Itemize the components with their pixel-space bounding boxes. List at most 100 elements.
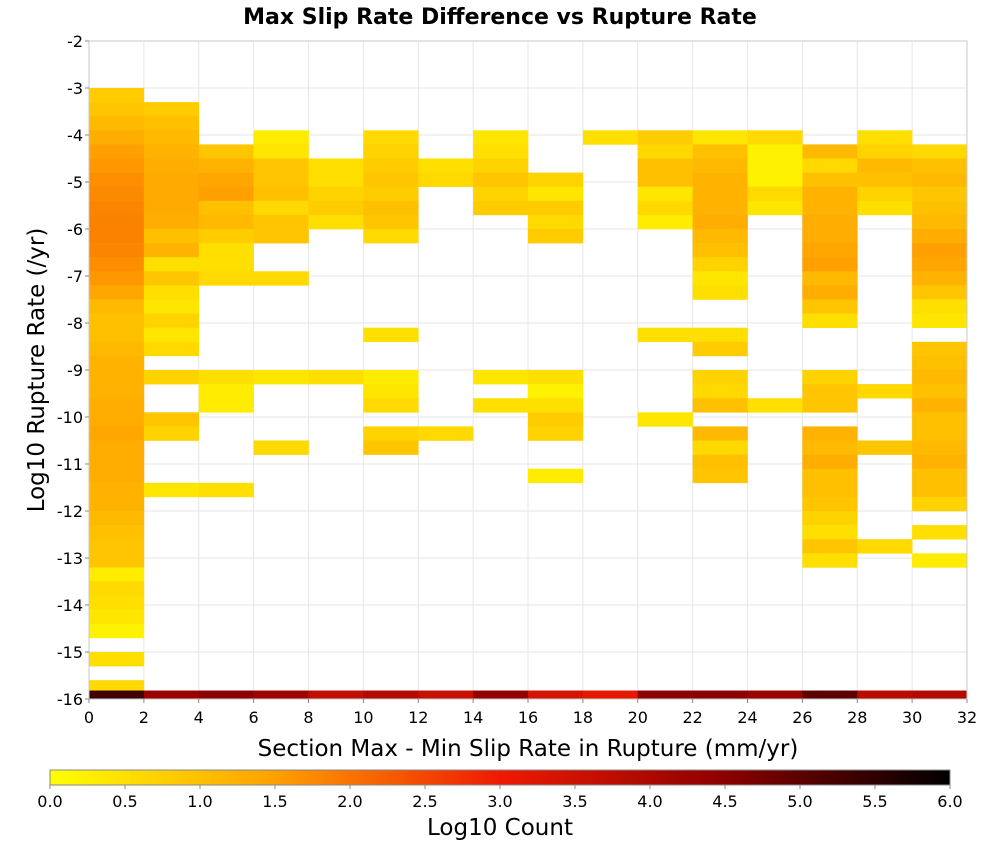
heatmap-cell (253, 271, 309, 286)
heatmap-cell (198, 370, 254, 385)
heatmap-cell (89, 285, 145, 300)
heatmap-cell (802, 482, 858, 498)
heatmap-cell (912, 243, 968, 258)
heatmap-cell (198, 271, 254, 286)
heatmap-cell (143, 200, 200, 216)
heatmap-cell (692, 229, 748, 244)
x-tick-label: 18 (573, 708, 593, 727)
heatmap-cell (912, 214, 968, 230)
heatmap-cell (89, 623, 145, 639)
heatmap-cell (89, 553, 145, 568)
heatmap-cell-bottom-row (473, 690, 529, 699)
heatmap-cell (857, 186, 913, 202)
heatmap-cell (363, 130, 419, 145)
heatmap-cell (802, 271, 858, 286)
heatmap-cell-bottom-row (582, 690, 639, 699)
heatmap-cell (363, 370, 419, 385)
heatmap-cell (198, 243, 254, 258)
heatmap-cell-bottom-row (912, 690, 968, 699)
heatmap-cell (802, 144, 858, 159)
heatmap-cell (143, 341, 200, 357)
heatmap-cell (857, 384, 913, 399)
heatmap-cell (143, 327, 200, 343)
x-tick-label: 8 (303, 708, 313, 727)
heatmap-cell (363, 398, 419, 413)
heatmap-cell (912, 370, 968, 385)
x-tick-label: 26 (792, 708, 812, 727)
heatmap-cell (692, 243, 748, 258)
heatmap-cell (143, 214, 200, 230)
heatmap-cell (692, 158, 748, 173)
heatmap-cell-bottom-row (857, 690, 913, 699)
heatmap-cell (253, 214, 309, 230)
heatmap-cell (89, 243, 145, 258)
y-tick-label: -11 (57, 455, 83, 474)
heatmap-cell (418, 158, 474, 173)
heatmap-cell (692, 200, 748, 216)
heatmap-cell (692, 440, 748, 455)
heatmap-cell (143, 482, 200, 498)
heatmap-cell (528, 172, 584, 187)
heatmap-cell (89, 257, 145, 272)
heatmap-cell (198, 229, 254, 244)
x-tick-label: 6 (249, 708, 259, 727)
heatmap-cell (89, 144, 145, 159)
heatmap-cell (747, 398, 803, 413)
heatmap-cell-bottom-row (802, 690, 858, 699)
heatmap-cell (637, 186, 693, 202)
heatmap-cell (802, 172, 858, 187)
heatmap-cell (308, 214, 364, 230)
heatmap-cell (912, 398, 968, 413)
heatmap-cell (912, 257, 968, 272)
heatmap-cell (692, 130, 748, 145)
heatmap-cell (692, 144, 748, 159)
heatmap-cell (89, 440, 145, 455)
heatmap-cell (253, 130, 309, 145)
heatmap-cell (363, 172, 419, 187)
heatmap-cell (89, 229, 145, 244)
heatmap-cell (802, 158, 858, 173)
heatmap-cell (143, 271, 200, 286)
heatmap-cell (637, 130, 693, 145)
heatmap-cell (857, 539, 913, 554)
heatmap-cell (253, 200, 309, 216)
heatmap-cell (473, 398, 529, 413)
heatmap-cell (89, 370, 145, 385)
heatmap-cell (198, 398, 254, 413)
y-tick-label: -10 (57, 408, 83, 427)
heatmap-cells (89, 88, 968, 699)
heatmap-cell (363, 229, 419, 244)
heatmap-cell (363, 327, 419, 343)
heatmap-cell-bottom-row (363, 690, 419, 699)
heatmap-cell (198, 144, 254, 159)
heatmap-cell (89, 116, 145, 131)
heatmap-cell-bottom-row (528, 690, 584, 699)
heatmap-cell (802, 370, 858, 385)
heatmap-cell (89, 525, 145, 540)
heatmap-cell (143, 116, 200, 131)
y-tick-label: -8 (67, 314, 83, 333)
heatmap-cell (802, 454, 858, 469)
heatmap-cell-bottom-row (89, 690, 145, 699)
colorbar-tick-label: 5.5 (862, 792, 887, 811)
heatmap-cell (582, 130, 639, 145)
heatmap-cell (473, 144, 529, 159)
heatmap-cell-bottom-row (198, 690, 254, 699)
heatmap-cell (363, 214, 419, 230)
heatmap-cell (308, 172, 364, 187)
y-tick-label: -7 (67, 267, 83, 286)
heatmap-cell (637, 172, 693, 187)
heatmap-cell (747, 172, 803, 187)
heatmap-cell (198, 200, 254, 216)
heatmap-cell (418, 172, 474, 187)
heatmap-cell (89, 609, 145, 625)
y-tick-label: -15 (57, 643, 83, 662)
heatmap-cell (802, 525, 858, 540)
heatmap-cell (143, 130, 200, 145)
colorbar-tick-label: 2.0 (337, 792, 362, 811)
heatmap-cell (802, 257, 858, 272)
heatmap-cell (528, 214, 584, 230)
heatmap-cell (637, 214, 693, 230)
heatmap-cell (802, 440, 858, 455)
